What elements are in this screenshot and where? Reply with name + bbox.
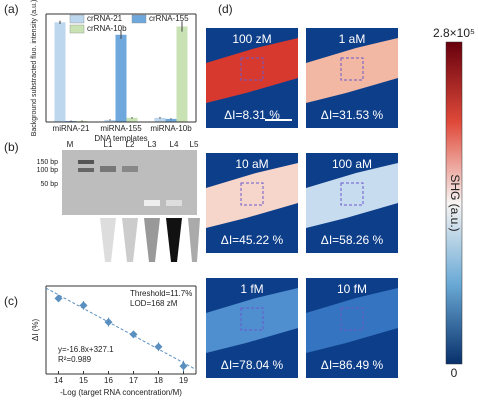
legend-swatch bbox=[131, 14, 147, 24]
fit-line bbox=[45, 287, 197, 370]
x-tick-label: 19 bbox=[179, 376, 188, 385]
x-tick-label: 14 bbox=[54, 376, 63, 385]
marker-label: 100 bp bbox=[37, 167, 59, 174]
colorbar bbox=[445, 41, 463, 365]
tube bbox=[122, 218, 138, 262]
tube bbox=[166, 218, 182, 262]
shg-sample bbox=[306, 38, 398, 103]
colorbar-min: 0 bbox=[451, 366, 458, 380]
bar bbox=[126, 117, 138, 122]
lane-label: L5 bbox=[190, 140, 199, 149]
roi bbox=[340, 57, 364, 81]
panel-label: (c) bbox=[4, 294, 18, 308]
annotation: LOD=168 zM bbox=[130, 299, 178, 308]
panel-label: (a) bbox=[4, 2, 19, 16]
marker-label: 150 bp bbox=[37, 159, 59, 166]
bar bbox=[154, 117, 166, 122]
delta-label: ΔI=78.04 % bbox=[221, 358, 284, 372]
delta-label: ΔI=45.22 % bbox=[221, 233, 284, 247]
marker-label: 50 bp bbox=[40, 181, 58, 188]
bar bbox=[54, 22, 66, 122]
x-tick-label: 18 bbox=[154, 376, 163, 385]
x-tick-label: miRNA-155 bbox=[100, 124, 142, 133]
roi bbox=[340, 182, 364, 206]
concentration-label: 10 aM bbox=[235, 157, 268, 171]
roi bbox=[340, 307, 364, 331]
panel-label: (d) bbox=[218, 2, 233, 16]
bar bbox=[76, 120, 88, 122]
gel-band bbox=[144, 200, 160, 206]
point bbox=[154, 342, 163, 351]
bar bbox=[176, 26, 188, 122]
concentration-label: 10 fM bbox=[337, 282, 367, 296]
point bbox=[104, 318, 113, 327]
tube bbox=[144, 218, 160, 262]
x-axis-label: -Log (target RNA concentration/M) bbox=[60, 388, 182, 397]
point bbox=[79, 301, 88, 310]
bar bbox=[65, 120, 77, 122]
concentration-label: 100 aM bbox=[332, 157, 372, 171]
delta-label: ΔI=31.53 % bbox=[321, 108, 384, 122]
bar bbox=[115, 34, 127, 123]
shg-sample bbox=[206, 38, 298, 103]
shg-sample bbox=[206, 288, 298, 353]
panel-label: (b) bbox=[4, 140, 19, 154]
lane-label: L2 bbox=[126, 140, 135, 149]
roi bbox=[240, 182, 264, 206]
lane-label: L4 bbox=[170, 140, 179, 149]
x-axis-label: DNA templates bbox=[94, 134, 147, 143]
x-tick-label: 16 bbox=[104, 376, 113, 385]
concentration-label: 1 fM bbox=[240, 282, 263, 296]
lane-label: L3 bbox=[148, 140, 157, 149]
point bbox=[179, 362, 188, 371]
x-tick-label: miRNA-10b bbox=[150, 124, 192, 133]
bar bbox=[104, 119, 116, 122]
tube bbox=[188, 218, 200, 262]
legend-label: crRNA-21 bbox=[87, 14, 123, 23]
annotation: Threshold=11.7% bbox=[130, 289, 192, 298]
delta-label: ΔI=86.49 % bbox=[321, 358, 384, 372]
colorbar-max: 2.8×10⁵ bbox=[433, 26, 475, 40]
legend-label: crRNA-10b bbox=[87, 24, 127, 33]
legend-label: crRNA-155 bbox=[149, 14, 189, 23]
colorbar-label: SHG (a.u.) bbox=[448, 174, 462, 231]
gel-band bbox=[78, 168, 94, 172]
x-tick-label: miRNA-21 bbox=[53, 124, 90, 133]
roi bbox=[240, 57, 264, 81]
shg-sample bbox=[306, 163, 398, 228]
legend-swatch bbox=[69, 24, 85, 34]
gel-band bbox=[166, 200, 182, 206]
concentration-label: 1 aM bbox=[339, 32, 366, 46]
roi bbox=[240, 307, 264, 331]
lane-label: L1 bbox=[104, 140, 113, 149]
shg-sample bbox=[306, 288, 398, 353]
bar bbox=[165, 118, 177, 122]
shg-sample bbox=[206, 163, 298, 228]
point bbox=[54, 294, 63, 303]
annotation: y=-16.8x+327.1 bbox=[58, 345, 114, 354]
y-axis-label: Background substracted fluo. intensity (… bbox=[31, 0, 38, 136]
y-axis-label: ΔI (%) bbox=[31, 319, 40, 342]
point bbox=[129, 330, 138, 339]
lane-label: M bbox=[67, 140, 74, 149]
concentration-label: 100 zM bbox=[232, 32, 271, 46]
delta-label: ΔI=58.26 % bbox=[321, 233, 384, 247]
annotation: R²=0.989 bbox=[58, 355, 92, 364]
gel-band bbox=[100, 166, 116, 172]
gel-band bbox=[78, 160, 94, 164]
legend-swatch bbox=[69, 14, 85, 24]
gel-band bbox=[122, 166, 138, 172]
x-tick-label: 17 bbox=[129, 376, 138, 385]
tube bbox=[100, 218, 116, 262]
x-tick-label: 15 bbox=[79, 376, 88, 385]
delta-label: ΔI=8.31 % bbox=[224, 108, 280, 122]
